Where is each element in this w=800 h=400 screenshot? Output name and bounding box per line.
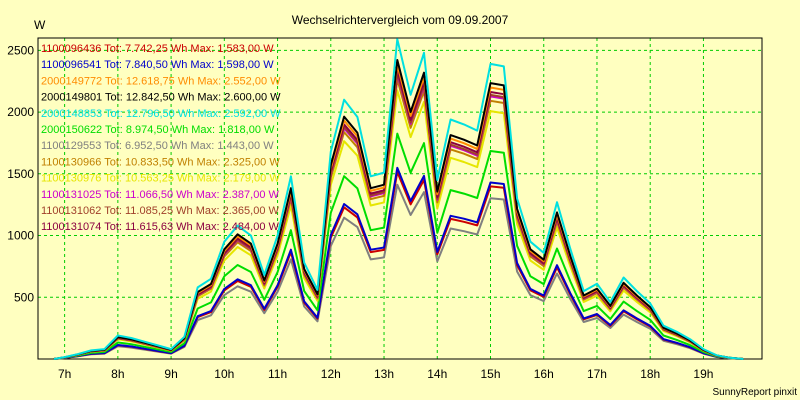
series-line: [53, 132, 744, 360]
x-tick-label: 17h: [587, 367, 607, 381]
legend-entry: 2000148853 Tot: 12.796,50 Wh Max: 2.592,…: [41, 108, 281, 120]
footer-credit: SunnyReport pinxit: [713, 387, 798, 398]
legend-entry: 1100096541 Tot: 7.840,50 Wh Max: 1.598,0…: [41, 59, 274, 71]
y-tick-label: 1500: [7, 167, 34, 181]
x-tick-label: 18h: [640, 367, 660, 381]
legend: 1100096436 Tot: 7.742,25 Wh Max: 1.583,0…: [41, 43, 281, 233]
y-tick-label: 2500: [7, 43, 34, 57]
legend-entry: 2000150622 Tot: 8.974,50 Wh Max: 1.818,0…: [41, 124, 275, 136]
legend-entry: 1100131074 Tot: 11.615,63 Wh Max: 2.484,…: [41, 221, 280, 233]
legend-entry: 1100129553 Tot: 6.952,50 Wh Max: 1.443,0…: [41, 140, 274, 152]
x-tick-label: 7h: [58, 367, 71, 381]
legend-entry: 2000149772 Tot: 12.618,75 Wh Max: 2.552,…: [41, 75, 281, 87]
legend-entry: 1100130966 Tot: 10.833,50 Wh Max: 2.325,…: [41, 156, 280, 168]
legend-entry: 1100131062 Tot: 11.085,25 Wh Max: 2.365,…: [41, 205, 280, 217]
y-tick-label: 2000: [7, 105, 34, 119]
x-tick-label: 8h: [111, 367, 124, 381]
x-tick-label: 16h: [534, 367, 554, 381]
legend-entry: 1100096436 Tot: 7.742,25 Wh Max: 1.583,0…: [41, 43, 274, 55]
legend-entry: 2000149801 Tot: 12.842,50 Wh Max: 2.600,…: [41, 92, 281, 104]
y-tick-label: 1000: [7, 229, 34, 243]
legend-entry: 1100130976 Tot: 10.563,25 Wh Max: 2.179,…: [41, 173, 280, 185]
y-axis-label: W: [34, 18, 46, 32]
x-tick-label: 13h: [374, 367, 394, 381]
plot-frame: [37, 37, 763, 360]
axes: 500 1000 1500 2000 2500 7h 8h 9h 10h 11h 12h 13h 14h…: [7, 37, 763, 381]
chart-title: Wechselrichtervergleich vom 09.09.2007: [292, 13, 509, 27]
x-tick-label: 15h: [480, 367, 500, 381]
legend-entry: 1100131025 Tot: 11.066,50 Wh Max: 2.387,…: [41, 189, 280, 201]
x-tick-label: 14h: [427, 367, 447, 381]
series-line: [53, 38, 744, 360]
y-tick-label: 500: [14, 290, 34, 304]
x-tick-label: 10h: [214, 367, 234, 381]
x-tick-label: 9h: [164, 367, 177, 381]
series-lines: [53, 38, 744, 360]
series-line: [53, 78, 744, 360]
x-tick-label: 12h: [321, 367, 341, 381]
x-tick-label: 11h: [268, 367, 287, 381]
series-line: [53, 166, 744, 360]
x-tick-label: 19h: [693, 367, 713, 381]
